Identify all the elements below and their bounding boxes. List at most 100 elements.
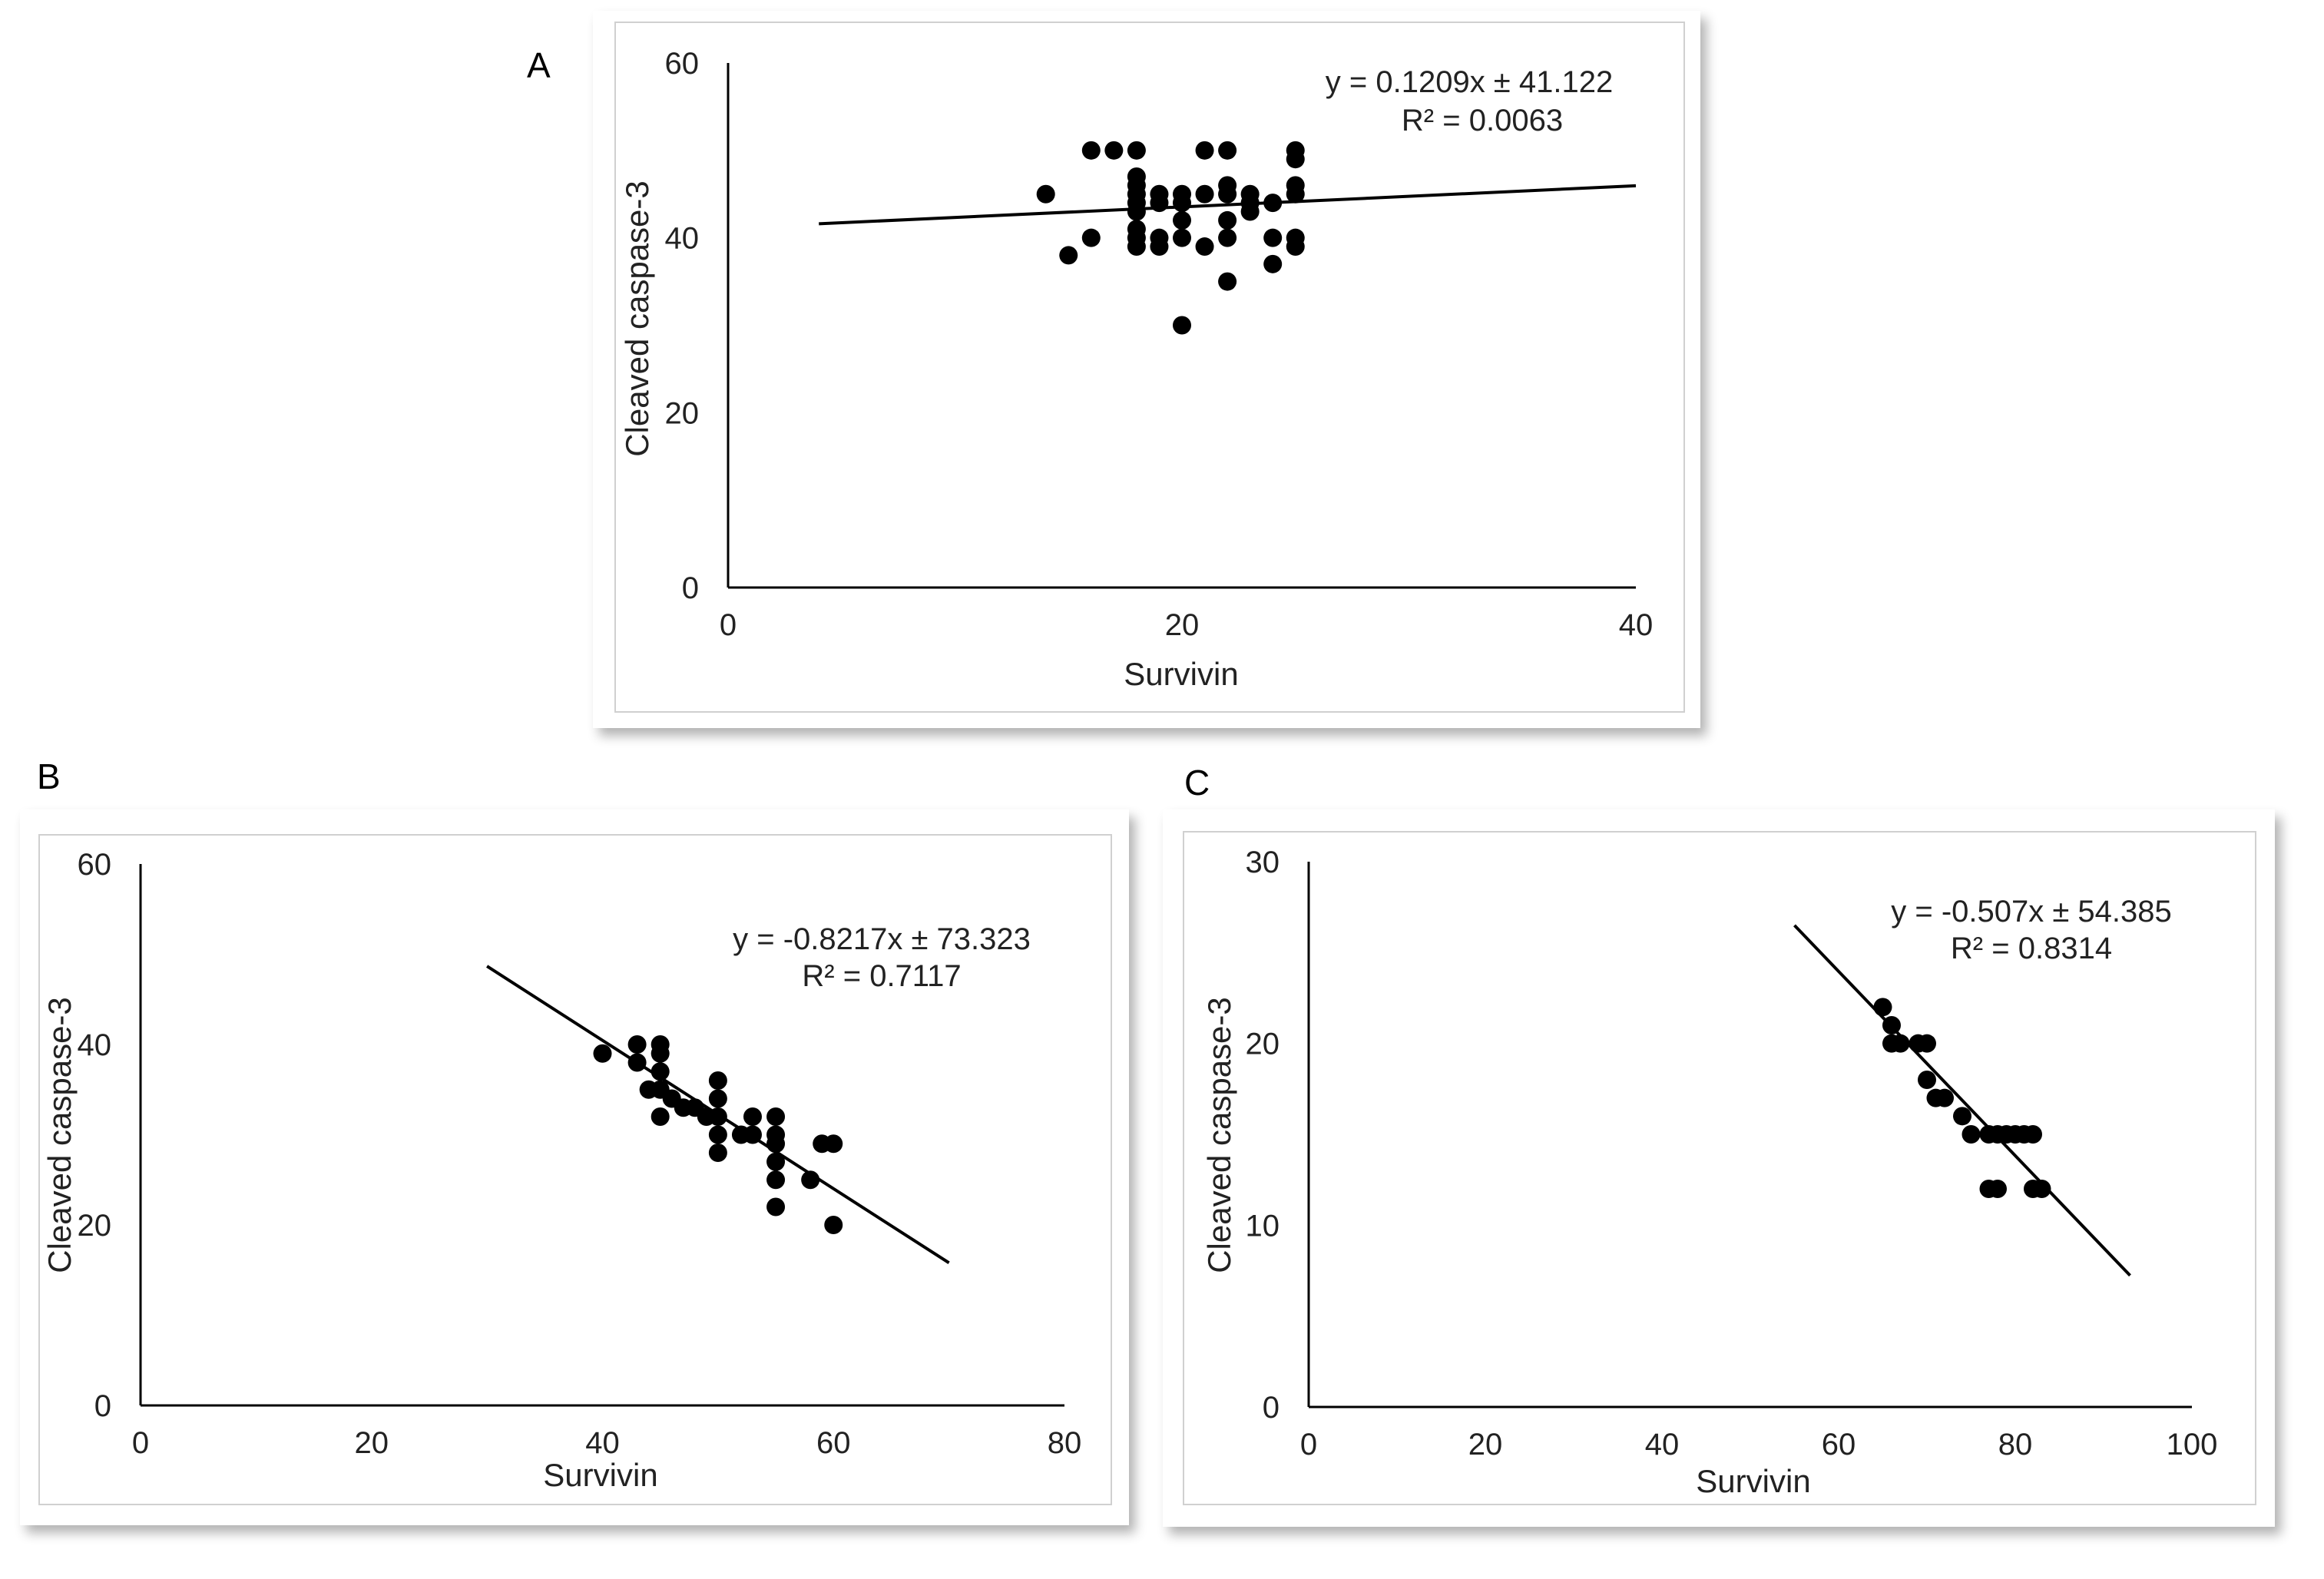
data-point-b xyxy=(627,1053,647,1072)
data-point-b xyxy=(824,1134,843,1154)
data-point-a xyxy=(1286,237,1305,257)
data-point-c xyxy=(1918,1034,1936,1053)
data-point-a xyxy=(1150,194,1169,213)
data-point-b xyxy=(708,1089,727,1108)
data-point-a xyxy=(1081,141,1101,160)
x-tick-label-b: 40 xyxy=(585,1426,620,1460)
data-point-a xyxy=(1173,228,1191,247)
data-point-b xyxy=(766,1152,786,1171)
panel-a-frame xyxy=(614,22,1685,713)
panel-c-frame xyxy=(1183,831,2256,1505)
panel-a-card xyxy=(593,11,1700,728)
x-tick-label-b: 80 xyxy=(1048,1426,1082,1460)
data-point-a xyxy=(1218,184,1237,204)
x-axis-label-c: Survivin xyxy=(1696,1463,1810,1499)
x-tick-label-c: 0 xyxy=(1300,1428,1317,1461)
x-tick-label-b: 0 xyxy=(132,1426,149,1460)
data-point-c xyxy=(1873,998,1892,1017)
data-point-b xyxy=(766,1107,786,1126)
data-point-a xyxy=(1173,194,1191,213)
data-point-b xyxy=(627,1035,647,1054)
data-point-a xyxy=(1263,194,1283,213)
data-point-c xyxy=(1891,1034,1910,1053)
y-tick-label-c: 30 xyxy=(1246,846,1280,879)
data-point-a xyxy=(1218,210,1237,230)
r-squared-label-a: R² = 0.0063 xyxy=(1402,104,1563,137)
data-point-b xyxy=(651,1044,670,1063)
data-point-b xyxy=(651,1062,670,1081)
data-point-a xyxy=(1150,237,1169,257)
data-point-a xyxy=(1195,237,1214,257)
x-tick-label-c: 60 xyxy=(1822,1428,1856,1461)
data-point-c xyxy=(1935,1088,1954,1107)
data-point-a xyxy=(1218,228,1237,247)
data-point-a xyxy=(1286,150,1305,169)
data-point-a xyxy=(1127,141,1146,160)
trendline-c xyxy=(1793,924,2131,1277)
data-point-a xyxy=(1081,228,1101,247)
data-point-a xyxy=(1059,246,1078,265)
data-point-c xyxy=(1988,1180,2007,1198)
y-tick-label-a: 20 xyxy=(665,396,700,430)
y-tick-label-a: 0 xyxy=(682,571,699,605)
data-point-a xyxy=(1036,184,1055,204)
data-point-b xyxy=(651,1107,670,1126)
data-point-b xyxy=(593,1044,612,1063)
data-point-a xyxy=(1263,254,1283,273)
data-point-c xyxy=(1961,1125,1981,1144)
data-point-b xyxy=(766,1197,786,1217)
data-point-a xyxy=(1104,141,1124,160)
trendline-equation-b: y = -0.8217x ± 73.323 xyxy=(733,922,1031,956)
data-point-a xyxy=(1240,202,1260,221)
data-point-c xyxy=(1953,1107,1971,1126)
data-point-b xyxy=(766,1170,786,1190)
x-tick-label-a: 0 xyxy=(720,608,737,642)
data-point-b xyxy=(708,1144,727,1162)
data-point-b xyxy=(766,1134,786,1154)
panel-b-frame xyxy=(38,834,1112,1505)
x-axis-label-b: Survivin xyxy=(543,1457,657,1493)
y-tick-label-a: 60 xyxy=(665,47,700,81)
data-point-a xyxy=(1195,184,1214,204)
data-point-b xyxy=(801,1170,820,1190)
data-point-b xyxy=(708,1107,727,1126)
r-squared-label-c: R² = 0.8314 xyxy=(1951,932,2112,965)
data-point-c xyxy=(2032,1180,2051,1198)
x-tick-label-c: 20 xyxy=(1468,1428,1503,1461)
y-tick-label-b: 20 xyxy=(78,1209,112,1243)
y-tick-label-b: 60 xyxy=(78,848,112,882)
panel-label-b: B xyxy=(37,756,61,796)
y-tick-label-b: 40 xyxy=(78,1028,112,1062)
trendline-equation-c: y = -0.507x ± 54.385 xyxy=(1891,895,2172,929)
r-squared-label-b: R² = 0.7117 xyxy=(802,959,961,993)
x-axis-label-a: Survivin xyxy=(1124,656,1238,692)
trendline-a xyxy=(819,184,1637,226)
data-point-a xyxy=(1263,228,1283,247)
data-point-a xyxy=(1195,141,1214,160)
data-point-c xyxy=(2024,1125,2042,1144)
panel-label-a: A xyxy=(527,45,551,85)
data-point-a xyxy=(1218,141,1237,160)
x-tick-label-a: 20 xyxy=(1165,608,1200,642)
y-axis-label-a: Cleaved caspase-3 xyxy=(619,180,655,457)
data-point-a xyxy=(1218,272,1237,291)
data-point-a xyxy=(1286,184,1305,204)
y-tick-label-a: 40 xyxy=(665,222,700,256)
x-tick-label-c: 40 xyxy=(1645,1428,1680,1461)
data-point-b xyxy=(743,1125,762,1144)
trendline-equation-a: y = 0.1209x ± 41.122 xyxy=(1326,65,1613,99)
data-point-b xyxy=(743,1107,762,1126)
data-point-a xyxy=(1173,210,1191,230)
data-point-c xyxy=(1882,1016,1901,1034)
data-point-a xyxy=(1173,316,1191,335)
data-point-b xyxy=(824,1216,843,1234)
x-tick-label-b: 20 xyxy=(355,1426,389,1460)
data-point-b xyxy=(708,1125,727,1144)
y-tick-label-c: 20 xyxy=(1246,1028,1280,1061)
data-point-c xyxy=(1918,1071,1936,1089)
y-axis-label-b: Cleaved caspase-3 xyxy=(41,997,78,1273)
data-point-b xyxy=(708,1071,727,1090)
